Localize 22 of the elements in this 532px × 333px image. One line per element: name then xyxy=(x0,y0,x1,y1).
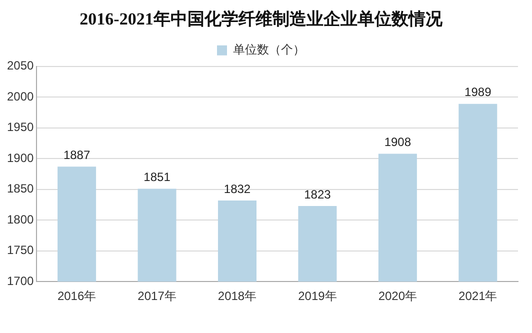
data-label: 1851 xyxy=(144,170,171,184)
y-tick-label: 2000 xyxy=(6,89,34,104)
data-label: 1989 xyxy=(464,85,492,100)
x-tick-label: 2018年 xyxy=(218,289,257,304)
data-label: 1832 xyxy=(224,182,251,196)
data-label: 1908 xyxy=(384,135,412,150)
chart-title: 2016-2021年中国化学纤维制造业企业单位数情况 xyxy=(80,10,444,29)
x-tick-label: 2020年 xyxy=(378,289,418,304)
x-tick-label: 2019年 xyxy=(298,289,337,304)
data-label: 1823 xyxy=(304,187,332,202)
legend-label: 单位数（个） xyxy=(233,42,305,57)
y-tick-label: 1950 xyxy=(6,120,34,134)
y-tick-label: 1800 xyxy=(6,212,34,226)
y-tick-label: 1850 xyxy=(6,182,34,196)
y-tick-label: 1900 xyxy=(6,150,34,165)
x-tick-label: 2021年 xyxy=(458,289,498,304)
y-tick-label: 2050 xyxy=(6,58,34,73)
x-tick-label: 2016年 xyxy=(57,289,96,304)
y-tick-label: 1700 xyxy=(6,274,34,288)
data-label: 1887 xyxy=(63,148,90,162)
y-tick-label: 1750 xyxy=(6,243,34,258)
x-tick-label: 2017年 xyxy=(138,289,176,304)
